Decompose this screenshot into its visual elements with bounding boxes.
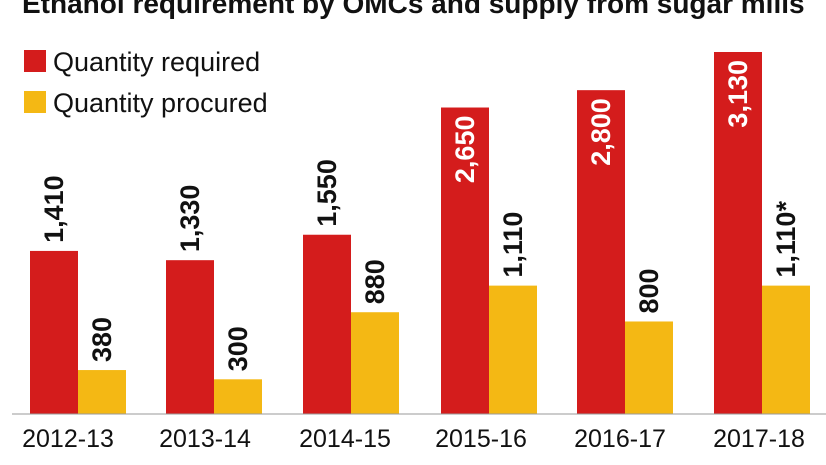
bar-required-2014-15 [303,234,351,414]
x-tick-label-2013-14: 2013-14 [159,425,251,453]
value-label-procured-2017-18: 1,110* [771,201,801,278]
x-axis-ticks: 2012-13 2013-14 2014-15 2015-16 2016-17 2017-… [22,425,805,453]
chart-title: Ethanol requirement by OMCs and supply f… [22,0,805,19]
value-label-procured-2012-13: 380 [87,317,117,362]
value-label-required-2014-15: 1,550 [312,159,342,227]
bar-required-2017-18 [714,52,762,414]
value-label-required-2013-14: 1,330 [175,185,205,253]
bar-procured-2013-14 [214,379,262,414]
bars [30,52,810,414]
x-tick-label-2015-16: 2015-16 [435,425,527,453]
bar-procured-2016-17 [625,321,673,414]
bar-required-2013-14 [166,260,214,414]
x-tick-label-2017-18: 2017-18 [713,425,805,453]
x-tick-label-2014-15: 2014-15 [299,425,391,453]
value-label-procured-2015-16: 1,110 [498,212,528,278]
bar-procured-2014-15 [351,312,399,414]
legend: Quantity required Quantity procured [24,47,268,118]
x-tick-label-2016-17: 2016-17 [574,425,666,453]
value-label-required-2017-18: 3,130 [723,60,753,128]
bar-required-2015-16 [441,107,489,414]
bar-procured-2012-13 [78,370,126,414]
value-label-required-2016-17: 2,800 [586,98,616,166]
value-label-procured-2013-14: 300 [223,326,253,371]
bar-procured-2017-18 [762,285,810,414]
legend-swatch-quantity-procured [24,91,46,113]
value-label-required-2015-16: 2,650 [450,116,480,184]
legend-swatch-quantity-required [24,50,46,72]
value-label-required-2012-13: 1,410 [39,175,69,243]
value-labels: 1,410 380 1,330 300 1,550 880 2,650 1,110 2,800 8… [39,60,801,371]
legend-label-quantity-procured: Quantity procured [53,88,268,118]
value-label-procured-2014-15: 880 [360,259,390,304]
bar-required-2012-13 [30,250,78,414]
legend-label-quantity-required: Quantity required [53,47,260,77]
value-label-procured-2016-17: 800 [634,268,664,313]
bar-required-2016-17 [577,90,625,414]
x-tick-label-2012-13: 2012-13 [22,425,114,453]
bar-procured-2015-16 [489,285,537,414]
